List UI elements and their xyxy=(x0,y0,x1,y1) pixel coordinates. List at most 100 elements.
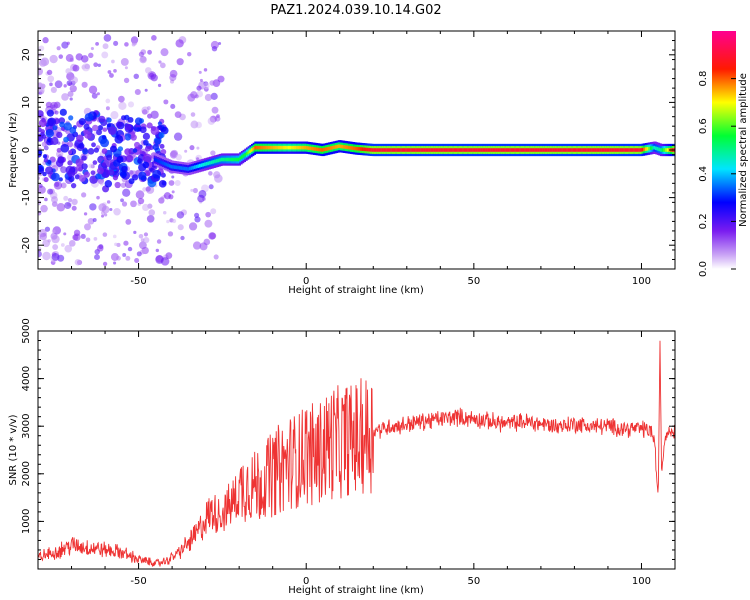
spectrogram-noise-point xyxy=(166,219,170,224)
spectrogram-cluster-point xyxy=(75,158,84,167)
spectrogram-cluster-point xyxy=(78,142,85,149)
spectrogram-noise-point xyxy=(67,198,73,203)
spectrogram-cluster-point xyxy=(70,182,77,189)
spectrogram-xlabel: Height of straight line (km) xyxy=(288,285,424,296)
spectrogram-cluster-point xyxy=(121,115,127,121)
spectrogram-cluster-point xyxy=(84,131,92,139)
spectrogram-cluster-point xyxy=(160,126,169,135)
spectrogram-cluster-point xyxy=(152,143,160,151)
spectrogram-xtick-label: -50 xyxy=(130,276,146,287)
spectrogram-cluster-point xyxy=(83,123,90,130)
spectrogram-cluster-point xyxy=(128,178,135,185)
spectrogram-noise-point xyxy=(87,217,95,225)
spectrogram-noise-point xyxy=(71,205,77,211)
spectrogram-cluster-point xyxy=(114,135,124,144)
spectrogram-noise-point xyxy=(64,201,72,210)
spectrogram-cluster-point xyxy=(46,109,54,117)
spectrogram-noise-point xyxy=(127,246,133,252)
spectrogram-cluster-point xyxy=(157,121,162,126)
spectrogram-noise-point xyxy=(102,261,108,267)
spectrogram-noise-point xyxy=(51,253,60,261)
spectrogram-noise-point xyxy=(73,229,81,237)
spectrogram-panel: -50 0 50 100 -20 -10 0 10 20 Height of straight … xyxy=(8,30,676,296)
spectrogram-noise-point xyxy=(121,201,128,207)
spectrogram-cluster-point xyxy=(147,113,153,119)
spectrogram-noise-point xyxy=(110,111,119,120)
spectrogram-cluster-point xyxy=(101,162,107,167)
spectrogram-cluster-point xyxy=(93,147,100,153)
spectrogram-cluster-point xyxy=(131,174,139,181)
spectrogram-noise-point xyxy=(198,190,207,198)
spectrogram-noise-point xyxy=(163,192,172,200)
spectrogram-noise-point xyxy=(101,214,105,218)
spectrogram-noise-point xyxy=(113,40,119,46)
spectrogram-noise-point xyxy=(120,57,129,66)
spectrogram-ytick-label: -10 xyxy=(21,189,32,205)
spectrogram-cluster-point xyxy=(65,165,74,175)
spectrogram-cluster-point xyxy=(50,137,59,145)
spectrogram-cluster-point xyxy=(42,171,47,177)
spectrogram-cluster-point xyxy=(158,179,167,188)
spectrogram-noise-point xyxy=(188,222,198,231)
spectrogram-noise-point xyxy=(67,90,74,97)
spectrogram-noise-point xyxy=(141,109,148,115)
spectrogram-cluster-point xyxy=(63,136,69,143)
spectrogram-noise-point xyxy=(84,223,91,231)
spectrogram-noise-point xyxy=(158,60,162,64)
spectrogram-noise-point xyxy=(134,88,141,96)
spectrogram-noise-point xyxy=(210,208,217,215)
spectrogram-noise-point xyxy=(210,92,218,100)
spectrogram-cluster-point xyxy=(101,148,108,155)
spectrogram-noise-point xyxy=(107,70,112,74)
spectrogram-noise-point xyxy=(130,200,137,208)
spectrogram-noise-point xyxy=(203,68,208,72)
spectrogram-noise-point xyxy=(148,209,156,216)
spectrogram-cluster-point xyxy=(56,131,63,139)
spectrogram-noise-point xyxy=(47,75,55,83)
spectrogram-noise-point xyxy=(71,198,78,206)
spectrogram-noise-point xyxy=(196,146,200,150)
spectrogram-noise-point xyxy=(169,69,178,78)
spectrogram-noise-point xyxy=(111,59,115,64)
spectrogram-noise-point xyxy=(42,251,51,261)
spectrogram-cluster-point xyxy=(101,134,107,140)
spectrogram-cluster-point xyxy=(78,174,86,182)
snr-xtick-label: 50 xyxy=(467,576,480,587)
spectrogram-noise-point xyxy=(49,82,53,87)
spectrogram-cluster-point xyxy=(116,155,124,163)
spectrogram-noise-point xyxy=(138,51,145,57)
spectrogram-noise-point xyxy=(60,166,68,174)
spectrogram-noise-point xyxy=(70,76,79,84)
spectrogram-noise-point xyxy=(142,187,147,192)
spectrogram-noise-point xyxy=(120,198,124,203)
spectrogram-noise-point xyxy=(213,254,219,260)
spectrogram-noise-point xyxy=(137,197,145,205)
spectrogram-noise-point xyxy=(112,234,117,239)
spectrogram-noise-point xyxy=(123,240,129,246)
spectrogram-cluster-point xyxy=(82,148,89,155)
spectrogram-noise-point xyxy=(94,254,100,261)
spectrogram-noise-point xyxy=(61,41,69,49)
spectrogram-noise-point xyxy=(180,235,185,241)
spectrogram-cluster-point xyxy=(142,153,152,163)
spectrogram-ridge-point xyxy=(671,146,675,150)
spectrogram-noise-point xyxy=(93,236,98,241)
spectrogram-cluster-point xyxy=(87,147,95,155)
spectrogram-cluster-point xyxy=(132,148,138,153)
spectrogram-noise-point xyxy=(167,231,174,237)
spectrogram-noise-point xyxy=(163,210,167,215)
spectrogram-noise-point xyxy=(176,58,184,66)
spectrogram-cluster-point xyxy=(76,134,84,143)
spectrogram-cluster-point xyxy=(43,177,49,183)
spectrogram-cluster-point xyxy=(68,175,75,183)
spectrogram-noise-point xyxy=(199,242,208,251)
spectrogram-noise-point xyxy=(139,241,147,250)
spectrogram-cluster-point xyxy=(137,127,142,132)
spectrogram-cluster-point xyxy=(52,125,58,131)
spectrogram-noise-point xyxy=(157,83,162,88)
spectrogram-noise-point xyxy=(43,145,49,151)
spectrogram-cluster-point xyxy=(133,141,141,148)
spectrogram-cluster-point xyxy=(56,147,62,153)
spectrogram-xtick-label: 50 xyxy=(467,276,480,287)
spectrogram-noise-point xyxy=(80,233,86,240)
